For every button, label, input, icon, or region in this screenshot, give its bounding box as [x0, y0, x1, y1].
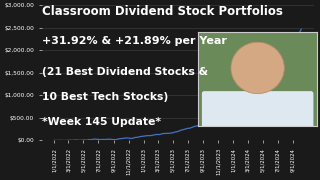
- Text: Classroom Dividend Stock Portfolios: Classroom Dividend Stock Portfolios: [42, 5, 283, 18]
- Text: 10 Best Tech Stocks): 10 Best Tech Stocks): [42, 92, 168, 102]
- Ellipse shape: [231, 42, 284, 94]
- Text: (21 Best Dividend Stocks &: (21 Best Dividend Stocks &: [42, 67, 208, 77]
- FancyBboxPatch shape: [202, 91, 313, 128]
- Text: *Week 145 Update*: *Week 145 Update*: [42, 117, 161, 127]
- Text: +31.92% & +21.89% per Year: +31.92% & +21.89% per Year: [42, 36, 227, 46]
